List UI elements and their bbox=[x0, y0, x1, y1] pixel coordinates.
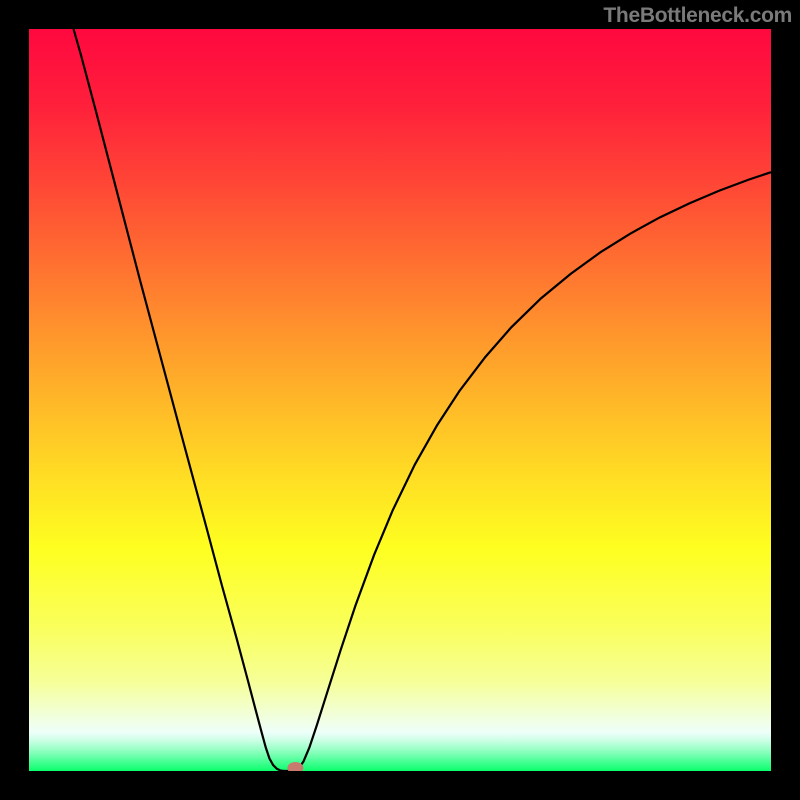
watermark-text: TheBottleneck.com bbox=[603, 4, 792, 28]
chart-curve-layer bbox=[29, 29, 771, 771]
bottleneck-curve bbox=[74, 29, 771, 771]
chart-plot-area bbox=[29, 29, 771, 771]
